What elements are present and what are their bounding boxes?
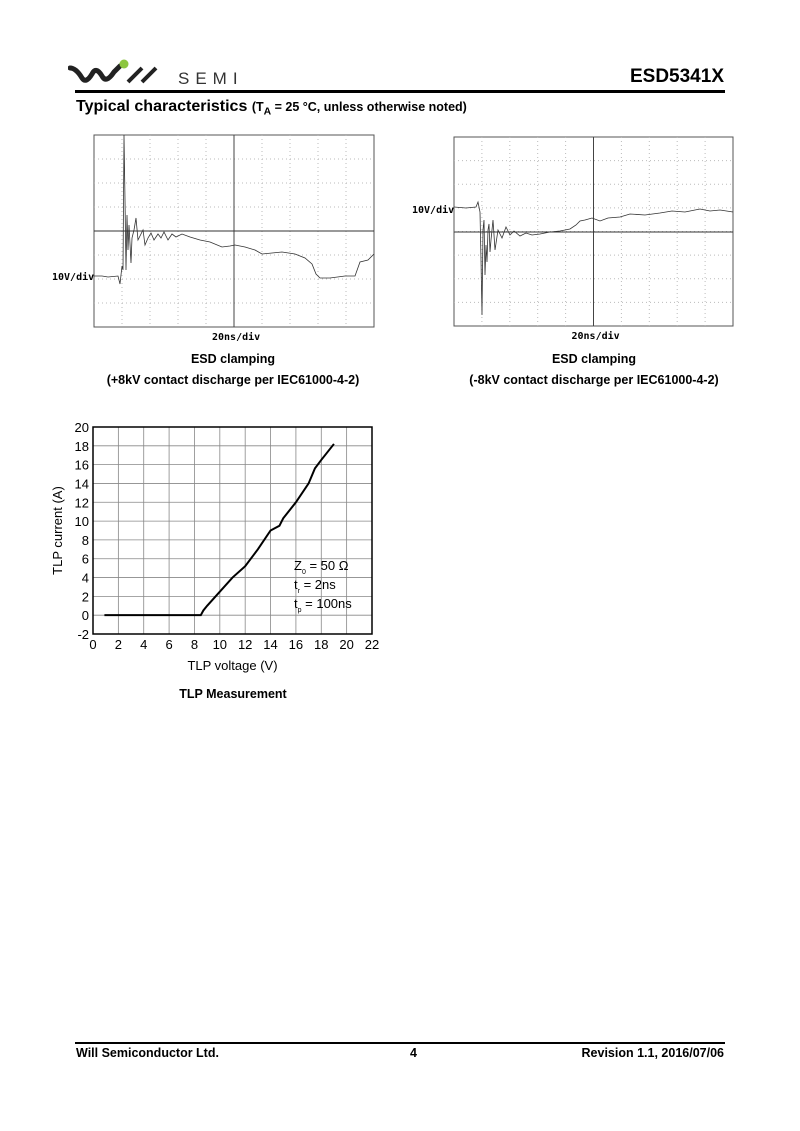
tlp-ytick-label: 2 bbox=[82, 589, 89, 604]
tlp-xtick-label: 8 bbox=[191, 637, 198, 652]
tlp-xtick-label: 10 bbox=[213, 637, 227, 652]
scope-positive-caption-2: (+8kV contact discharge per IEC61000-4-2… bbox=[106, 373, 360, 387]
tlp-xtick-label: 16 bbox=[289, 637, 303, 652]
tlp-ytick-label: 12 bbox=[75, 495, 89, 510]
tlp-xtick-label: 0 bbox=[89, 637, 96, 652]
tlp-y-axis-label: TLP current (A) bbox=[50, 486, 65, 575]
section-title-text: Typical characteristics bbox=[76, 98, 248, 115]
footer-company: Will Semiconductor Ltd. bbox=[76, 1046, 219, 1060]
section-condition: (TA = 25 °C, unless otherwise noted) bbox=[251, 100, 467, 118]
scope-neg-vscale: 10V/div bbox=[412, 204, 454, 216]
part-number: ESD5341X bbox=[629, 66, 724, 87]
tlp-ytick-label: 18 bbox=[75, 439, 89, 454]
tlp-plot-frame bbox=[92, 426, 373, 635]
footer-revision: Revision 1.1, 2016/07/06 bbox=[581, 1046, 724, 1060]
scope-neg-hscale: 20ns/div bbox=[572, 330, 620, 342]
scope-neg-trace bbox=[453, 200, 734, 316]
tlp-ytick-label: 6 bbox=[82, 552, 89, 567]
tlp-ytick-label: 16 bbox=[75, 458, 89, 473]
tlp-chart: 0 2 4 6 8 10 12 14 16 18 20 22-202468101214161820TL… bbox=[50, 420, 379, 673]
scope-positive-caption-1: ESD clamping bbox=[190, 352, 276, 366]
tlp-ytick-label: 4 bbox=[82, 571, 89, 586]
scope-pos-vscale: 10V/div bbox=[52, 271, 94, 283]
section-title: Typical characteristics (TA = 25 °C, unl… bbox=[76, 98, 467, 118]
scope-positive-esd: 10V/div 20ns/div bbox=[52, 134, 375, 343]
footer-page-number: 4 bbox=[410, 1046, 417, 1060]
tlp-series-line bbox=[104, 443, 335, 617]
tlp-ytick-label: 0 bbox=[82, 608, 89, 623]
tlp-x-axis-label: TLP voltage (V) bbox=[187, 658, 277, 673]
tlp-xtick-label: 12 bbox=[238, 637, 252, 652]
tlp-ytick-label: -2 bbox=[77, 627, 89, 642]
tlp-ytick-label: 8 bbox=[82, 533, 89, 548]
tlp-ytick-label: 10 bbox=[75, 514, 89, 529]
scope-pos-hscale: 20ns/div bbox=[212, 331, 260, 343]
tlp-ytick-label: 14 bbox=[75, 476, 89, 491]
scope-negative-caption-2: (-8kV contact discharge per IEC61000-4-2… bbox=[469, 373, 719, 387]
logo-semi-text: SEMI bbox=[178, 69, 244, 88]
tlp-xtick-label: 2 bbox=[115, 637, 122, 652]
scope-negative-caption-1: ESD clamping bbox=[551, 352, 637, 366]
footer-divider bbox=[75, 1042, 725, 1044]
tlp-ytick-label: 20 bbox=[75, 420, 89, 435]
tlp-annotation: Z0 = 50 Ω bbox=[294, 558, 349, 576]
tlp-xtick-label: 4 bbox=[140, 637, 147, 652]
tlp-xtick-label: 14 bbox=[263, 637, 277, 652]
scope-negative-esd: 10V/div 20ns/div bbox=[412, 136, 734, 342]
tlp-xtick-label: 20 bbox=[339, 637, 353, 652]
tlp-xtick-label: 6 bbox=[165, 637, 172, 652]
header-divider bbox=[75, 90, 725, 93]
will-semi-logo bbox=[68, 59, 158, 84]
scope-pos-trace bbox=[94, 134, 375, 285]
tlp-xtick-label: 22 bbox=[365, 637, 379, 652]
tlp-xtick-label: 18 bbox=[314, 637, 328, 652]
tlp-annotation: tp = 100ns bbox=[294, 596, 352, 614]
tlp-caption: TLP Measurement bbox=[179, 687, 287, 701]
tlp-annotation: tr = 2ns bbox=[294, 577, 336, 595]
